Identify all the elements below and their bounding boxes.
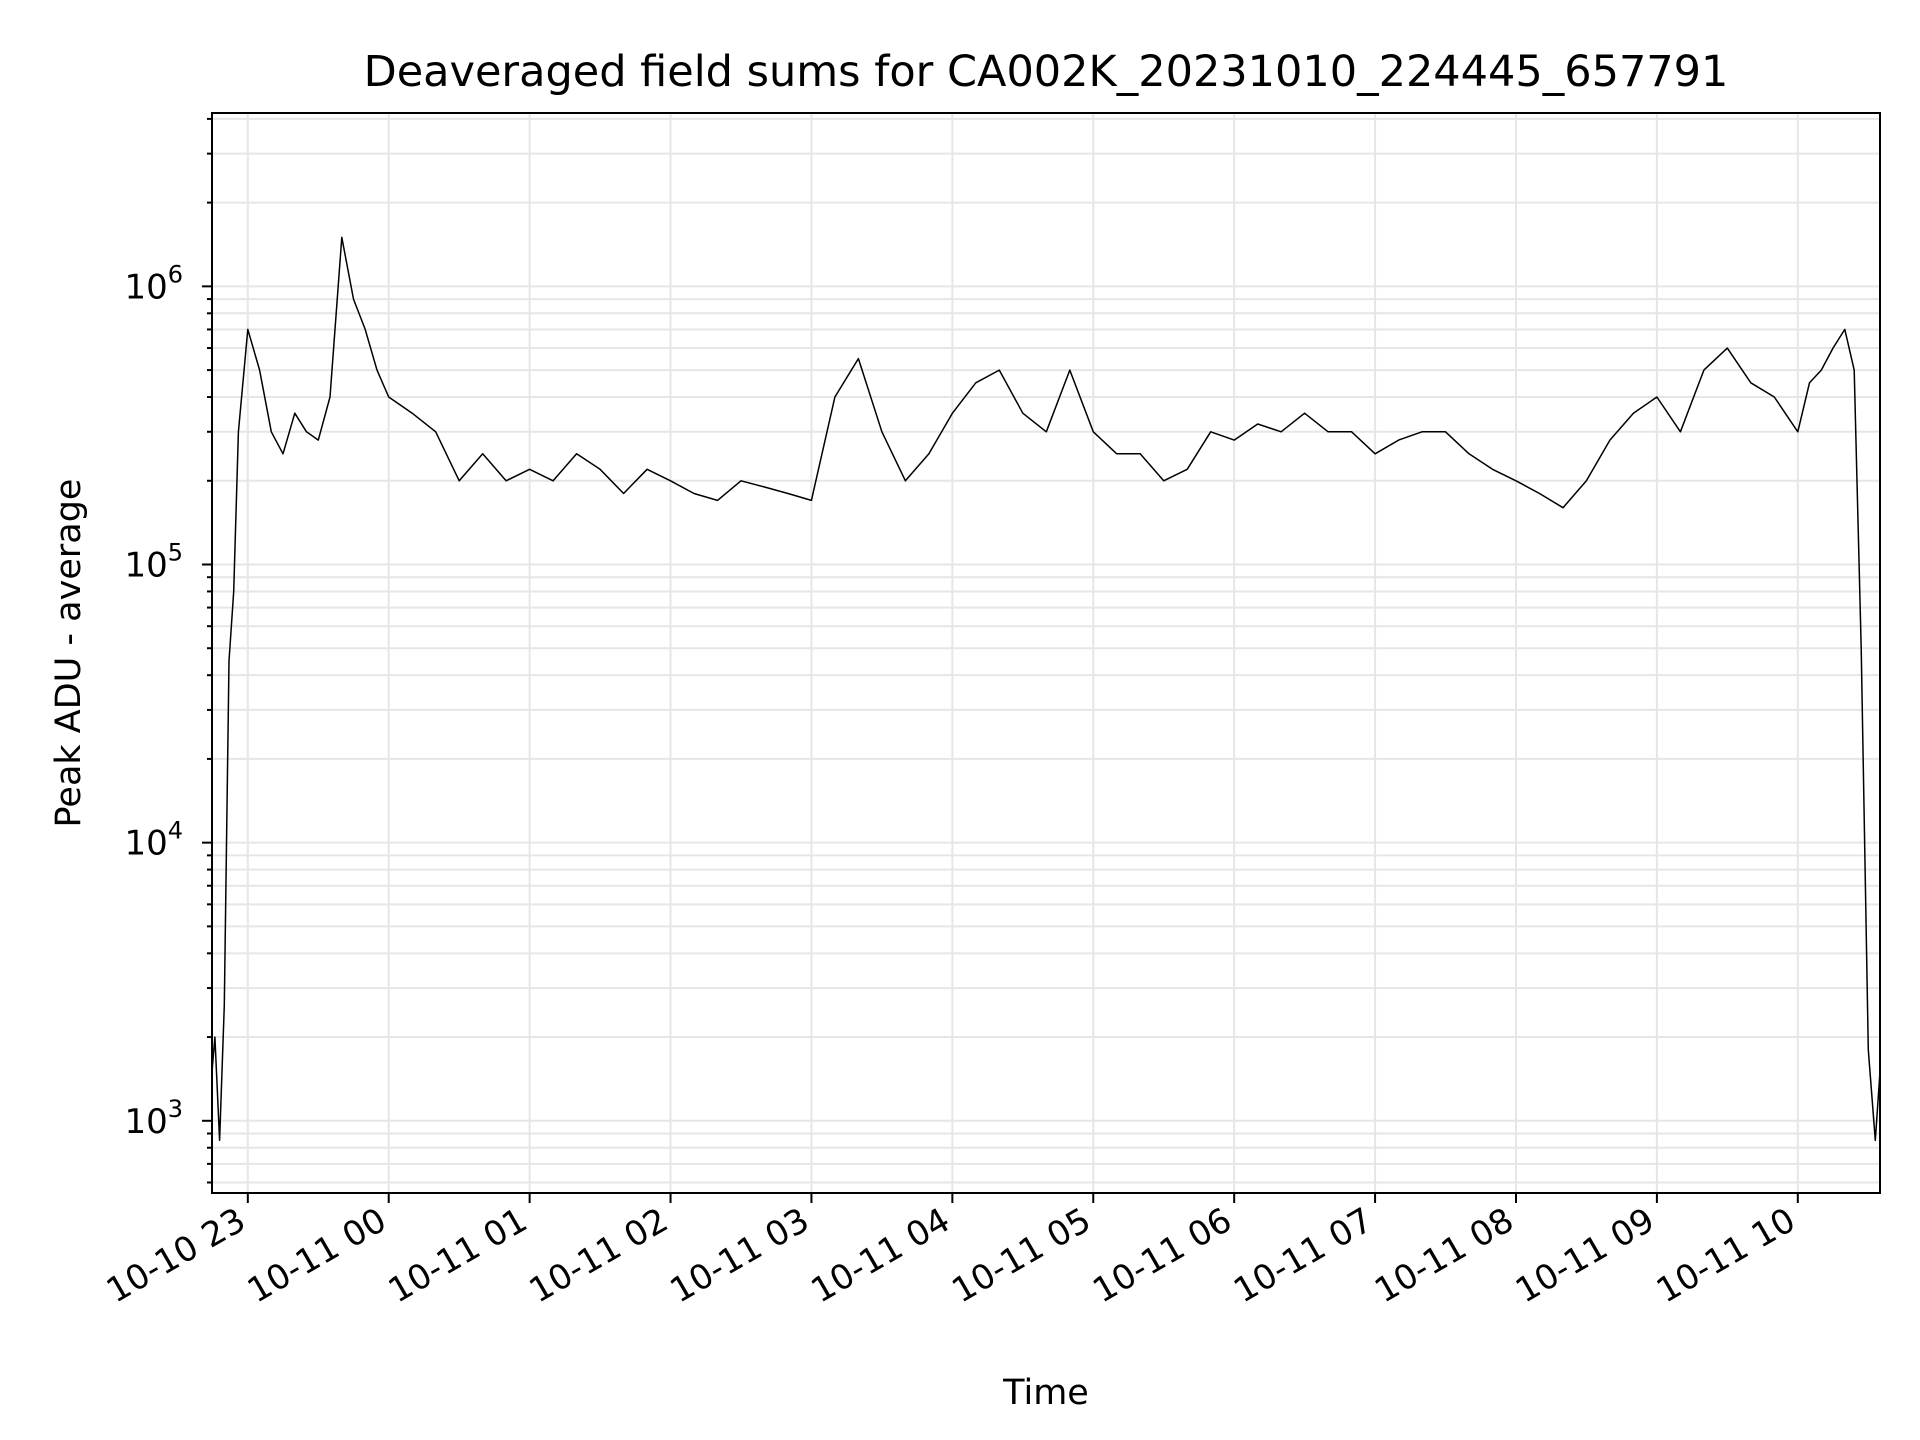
y-tick-label-base: 10 xyxy=(124,545,167,585)
y-tick-label-base: 10 xyxy=(124,824,167,864)
y-tick-label: 106 xyxy=(124,260,183,307)
y-tick-label-exponent: 3 xyxy=(168,1095,183,1123)
y-tick-label-exponent: 6 xyxy=(168,260,183,288)
y-tick-label: 104 xyxy=(124,817,183,864)
y-tick-label-base: 10 xyxy=(124,267,167,307)
y-tick-label: 103 xyxy=(124,1095,183,1142)
y-tick-label: 105 xyxy=(124,538,183,585)
ticks xyxy=(202,117,1799,1203)
chart-title: Deaveraged field sums for CA002K_2023101… xyxy=(364,47,1729,97)
y-tick-label-base: 10 xyxy=(124,1102,167,1142)
y-axis-label: Peak ADU - average xyxy=(49,479,89,828)
data-series xyxy=(211,236,1881,1142)
x-axis-label: Time xyxy=(1002,1373,1089,1413)
axes-frame xyxy=(211,112,1881,1194)
grid xyxy=(212,113,1880,1193)
series-line xyxy=(211,236,1881,1142)
y-tick-label-exponent: 4 xyxy=(168,817,183,845)
y-tick-label-exponent: 5 xyxy=(168,538,183,566)
